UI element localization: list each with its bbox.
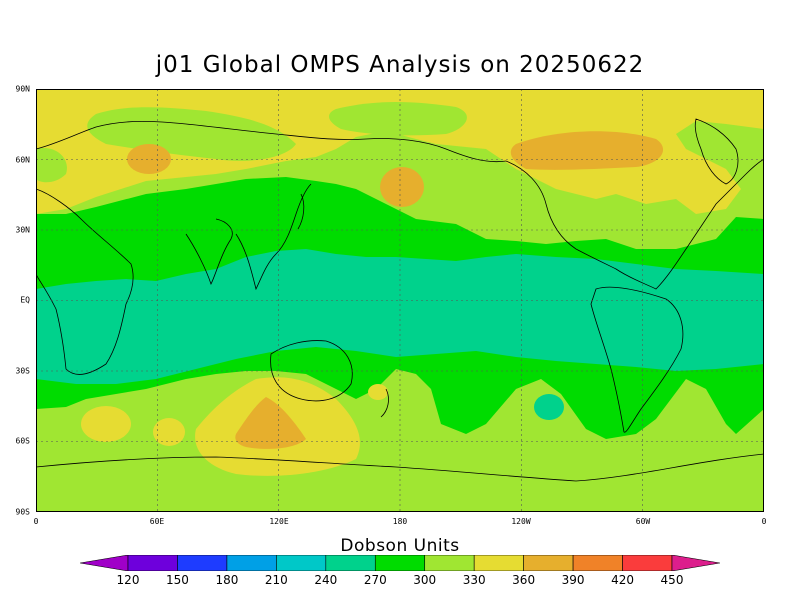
field-orange-siberia (127, 144, 171, 174)
colorbar-swatch (276, 554, 327, 572)
colorbar-tick-label: 420 (611, 573, 634, 587)
coast-greenland (694, 118, 739, 185)
colorbar-tick-label: 390 (561, 573, 585, 587)
lat-label-60n: 60N (15, 155, 30, 165)
lon-label-60w: 60W (635, 517, 651, 526)
colorbar-tick-label: 360 (512, 573, 536, 587)
colorbar-swatch (325, 554, 376, 572)
field-north-green-b (329, 102, 467, 136)
colorbar-tick-label: 150 (166, 573, 189, 587)
field-orange-canada (510, 131, 664, 170)
field-south-yellow-b (81, 406, 131, 442)
field-teal-patch (534, 394, 564, 420)
coast-seasia (235, 183, 312, 291)
colorbar-high-triangle (671, 554, 721, 572)
colorbar-title: Dobson Units (340, 536, 460, 556)
gridlines (36, 89, 764, 512)
lat-label-30s: 30S (15, 366, 30, 376)
field-south-yellow-c (153, 418, 185, 446)
coast-nz (380, 388, 389, 418)
field-south-yellow-d (368, 384, 388, 400)
coast-eurasia (36, 120, 507, 163)
map-border (36, 89, 764, 512)
coast-australia (270, 340, 353, 402)
lat-label-30n: 30N (15, 225, 30, 235)
map-title: j01 Global OMPS Analysis on 20250622 (155, 52, 645, 78)
coast-samerica (590, 286, 684, 433)
coast-japan (297, 193, 305, 230)
colorbar-tick-label: 180 (215, 573, 239, 587)
lon-label-180: 180 (392, 517, 408, 526)
ozone-field (36, 89, 764, 512)
coastlines (36, 118, 764, 482)
field-teal-band (36, 249, 764, 384)
field-orange-pacific (380, 167, 424, 207)
lat-label-90s: 90S (15, 507, 30, 517)
colorbar-tick-label: 240 (314, 573, 338, 587)
lon-label-120e: 120E (269, 517, 289, 526)
coast-africa (36, 188, 134, 375)
colorbar-tick-label: 210 (264, 573, 288, 587)
colorbar-swatch (523, 554, 574, 572)
field-north-green-c (36, 148, 67, 183)
coast-antarctica (36, 453, 764, 482)
colorbar-tick-label: 270 (363, 573, 387, 587)
ozone-map (36, 89, 764, 512)
lon-label-0-right: 0 (761, 517, 767, 526)
colorbar (79, 554, 721, 572)
colorbar-swatch (226, 554, 277, 572)
colorbar-swatch (572, 554, 623, 572)
colorbar-tick-label: 450 (660, 573, 684, 587)
lon-label-0-left: 0 (33, 517, 39, 526)
colorbar-swatch (127, 554, 178, 572)
lat-label-60s: 60S (15, 436, 30, 446)
colorbar-swatch (622, 554, 673, 572)
lat-label-eq: EQ (20, 295, 30, 305)
colorbar-tick-label: 330 (462, 573, 486, 587)
lat-label-90n: 90N (15, 84, 30, 94)
colorbar-swatch (177, 554, 228, 572)
colorbar-low-triangle (79, 554, 129, 572)
lon-label-60e: 60E (149, 517, 165, 526)
colorbar-swatch (473, 554, 524, 572)
colorbar-tick-label: 120 (116, 573, 140, 587)
coast-india (185, 218, 233, 286)
field-orange-south (235, 397, 306, 449)
coast-namerica (505, 158, 764, 290)
colorbar-swatches (79, 554, 721, 572)
colorbar-tick-label: 300 (413, 573, 437, 587)
lon-label-120w: 120W (511, 517, 531, 526)
colorbar-swatch (424, 554, 475, 572)
colorbar-swatch (374, 554, 426, 572)
